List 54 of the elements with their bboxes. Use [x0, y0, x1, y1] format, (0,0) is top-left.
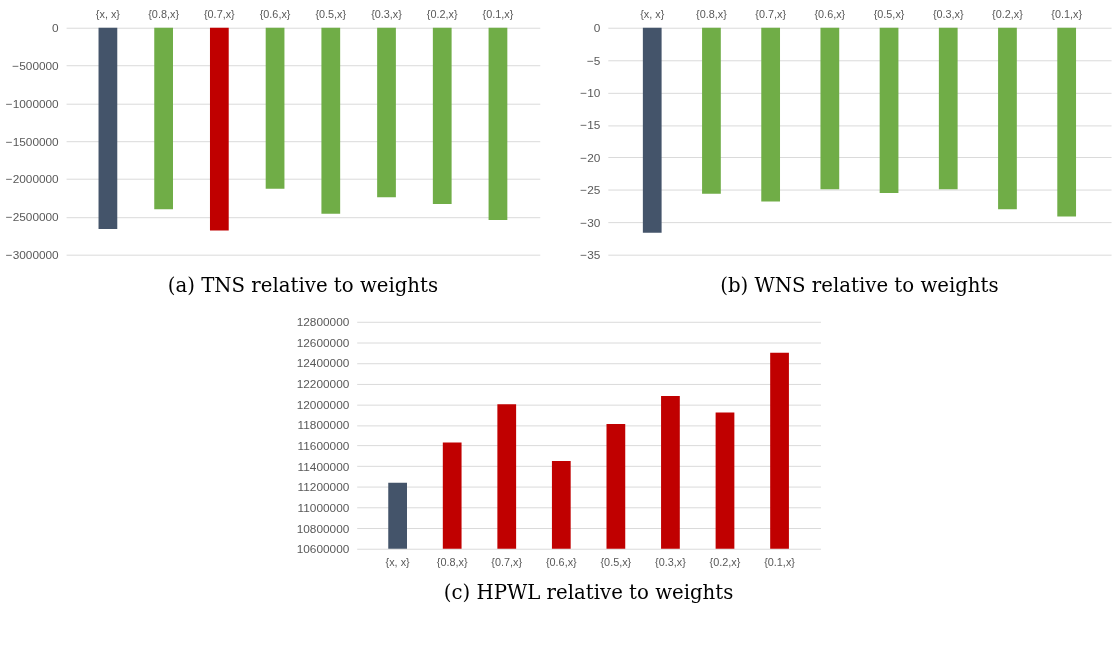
y-tick-label: −15 [580, 118, 601, 133]
y-tick-label: −25 [580, 183, 601, 198]
y-tick-label: 12000000 [296, 397, 350, 412]
x-tick-label: {0.6,x} [545, 556, 578, 569]
text: (c) HPWL relative to weights [443, 581, 734, 605]
y-tick-label: 12200000 [296, 377, 350, 392]
text: (a) TNS relative to weights [167, 274, 439, 298]
y-tick-label: −3000000 [5, 248, 60, 263]
x-tick-label: {x, x} [95, 8, 121, 21]
x-tick-label: {0.5,x} [873, 8, 905, 21]
y-tick-label: 11200000 [297, 480, 350, 495]
y-tick-label: 12600000 [296, 335, 350, 350]
y-tick-label: −2000000 [5, 172, 60, 187]
y-tick-label: 11400000 [297, 459, 350, 474]
text: (b) WNS relative to weights [720, 274, 999, 298]
y-tick-label: −5 [586, 53, 601, 68]
x-tick-label: {0.8,x} [436, 556, 468, 569]
x-tick-label: {0.6,x} [814, 8, 846, 21]
x-tick-label: {0.2,x} [426, 8, 458, 21]
x-tick-label: {0.5,x} [315, 8, 347, 21]
x-tick-label: {x, x} [640, 8, 665, 21]
y-tick-label: 11000000 [297, 500, 350, 515]
y-tick-label: −20 [580, 150, 601, 165]
y-tick-label: 12400000 [296, 356, 350, 371]
x-tick-label: {0.3,x} [655, 556, 687, 569]
x-tick-label: {0.7,x} [203, 8, 236, 21]
y-tick-label: −10 [580, 86, 601, 101]
x-tick-label: {0.8,x} [148, 8, 180, 21]
y-tick-label: −1500000 [5, 134, 60, 149]
x-tick-label: {0.1,x} [482, 8, 514, 21]
y-tick-label: 0 [52, 21, 60, 36]
x-tick-label: {0.2,x} [709, 556, 741, 569]
x-tick-label: {0.3,x} [932, 8, 964, 21]
y-tick-label: −1000000 [5, 96, 60, 111]
x-tick-label: {x, x} [385, 556, 411, 569]
x-tick-label: {0.1,x} [764, 556, 796, 569]
y-tick-label: −2500000 [5, 210, 60, 225]
x-tick-label: {0.5,x} [600, 556, 632, 569]
y-tick-label: −500000 [12, 59, 60, 74]
x-tick-label: {0.7,x} [755, 8, 787, 21]
y-tick-label: 11800000 [297, 418, 350, 433]
x-tick-label: {0.6,x} [259, 8, 291, 21]
y-tick-label: 0 [593, 21, 601, 36]
x-tick-label: {0.8,x} [696, 8, 728, 21]
y-tick-label: 10800000 [296, 521, 350, 536]
x-tick-label: {0.3,x} [371, 8, 403, 21]
x-tick-label: {0.7,x} [491, 556, 523, 569]
y-tick-label: 12800000 [296, 315, 350, 330]
x-tick-label: {0.1,x} [1051, 8, 1083, 21]
y-tick-label: −30 [580, 215, 601, 230]
y-tick-label: −35 [580, 248, 601, 263]
x-tick-label: {0.2,x} [992, 8, 1024, 21]
y-tick-label: 10600000 [296, 542, 350, 557]
y-tick-label: 11600000 [297, 439, 350, 454]
